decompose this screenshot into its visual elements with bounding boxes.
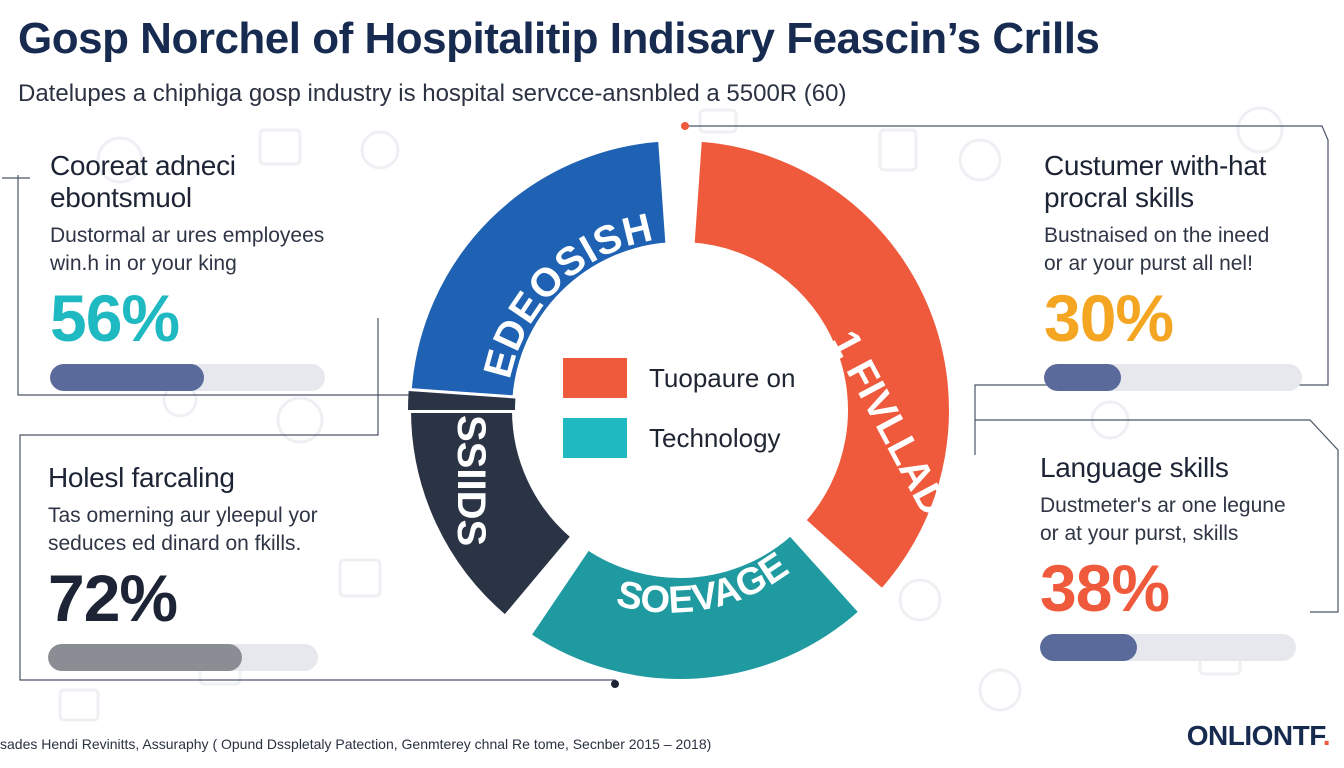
brand-text: ONLIONTF (1186, 720, 1324, 751)
legend-swatch-tuopaure (563, 358, 627, 398)
legend-swatch-technology (563, 418, 627, 458)
donut-segment-ssiids-tail (408, 391, 516, 410)
progress-track (1040, 634, 1296, 661)
donut-segment-soevage (523, 528, 867, 685)
progress-fill (1040, 634, 1138, 661)
legend-item-technology: Technology (563, 418, 781, 458)
panel-percent: 56% (50, 281, 180, 355)
panel-description-line: Tas omerning aur yleepul yor (48, 504, 318, 527)
panel-description-line: or at your purst, skills (1040, 522, 1239, 545)
panel-percent: 38% (1040, 551, 1170, 625)
page-subtitle: Datelupes a chiphiga gosp industry is ho… (18, 80, 847, 107)
progress-fill (1044, 364, 1122, 391)
panel-bottom-left: Holesl farcaling Tas omerning aur yleepu… (48, 462, 348, 671)
panel-heading: Holesl farcaling (48, 462, 235, 493)
panel-description-line: Dustormal ar ures employees (50, 224, 325, 247)
donut-segment-edeosiship (405, 135, 672, 402)
donut-chart: EDEOSISHIP 1 FIVLLADC SOEVAGE SSIIDS (400, 130, 960, 685)
panel-heading-line: procral skills (1044, 182, 1194, 213)
source-note: sades Hendi Revinitts, Assuraphy ( Opund… (0, 736, 712, 752)
panel-percent: 72% (48, 561, 178, 635)
panel-description: Tas omerning aur yleepul yor seduces ed … (48, 502, 348, 558)
progress-track (50, 364, 325, 391)
panel-description-line: seduces ed dinard on fkills. (48, 532, 302, 555)
legend-label-technology: Technology (649, 422, 781, 453)
panel-top-left: Cooreat adneci ebontsmuol Dustormal ar u… (50, 150, 350, 391)
panel-heading-line: Custumer with-hat (1044, 150, 1267, 181)
panel-description-line: Bustnaised on the ineed (1044, 224, 1270, 247)
panel-heading: Custumer with-hat procral skills (1044, 150, 1309, 214)
progress-fill (48, 644, 243, 671)
panel-description: Dustormal ar ures employees win.h in or … (50, 222, 350, 278)
panel-heading: Cooreat adneci ebontsmuol (50, 150, 236, 213)
progress-fill (50, 364, 204, 391)
page-title: Gosp Norchel of Hospitalitip Indisary Fe… (18, 14, 1100, 63)
panel-heading: Language skills (1040, 452, 1229, 483)
panel-bottom-right: Language skills Dustmeter's ar one legun… (1040, 452, 1310, 661)
brand-dot: . (1322, 720, 1331, 751)
progress-track (48, 644, 318, 671)
panel-top-right: Custumer with-hat procral skills Bustnai… (1044, 150, 1309, 391)
legend-label-tuopaure: Tuopaure on (649, 362, 796, 393)
panel-description: Dustmeter's ar one legune or at your pur… (1040, 492, 1310, 548)
brand-logo: ONLIONTF. (1186, 720, 1331, 752)
panel-description-line: win.h in or your king (50, 252, 237, 275)
legend-item-tuopaure: Tuopaure on (563, 358, 795, 398)
donut-segment-1-fivlladc (688, 135, 955, 597)
segment-label-ssiids: SSIIDS (449, 415, 493, 546)
panel-percent: 30% (1044, 281, 1174, 355)
panel-description: Bustnaised on the ineed or ar your purst… (1044, 222, 1309, 278)
progress-track (1044, 364, 1302, 391)
panel-description-line: Dustmeter's ar one legune (1040, 494, 1286, 517)
panel-description-line: or ar your purst all nel! (1044, 252, 1253, 275)
donut-segment-ssiids (404, 407, 579, 623)
